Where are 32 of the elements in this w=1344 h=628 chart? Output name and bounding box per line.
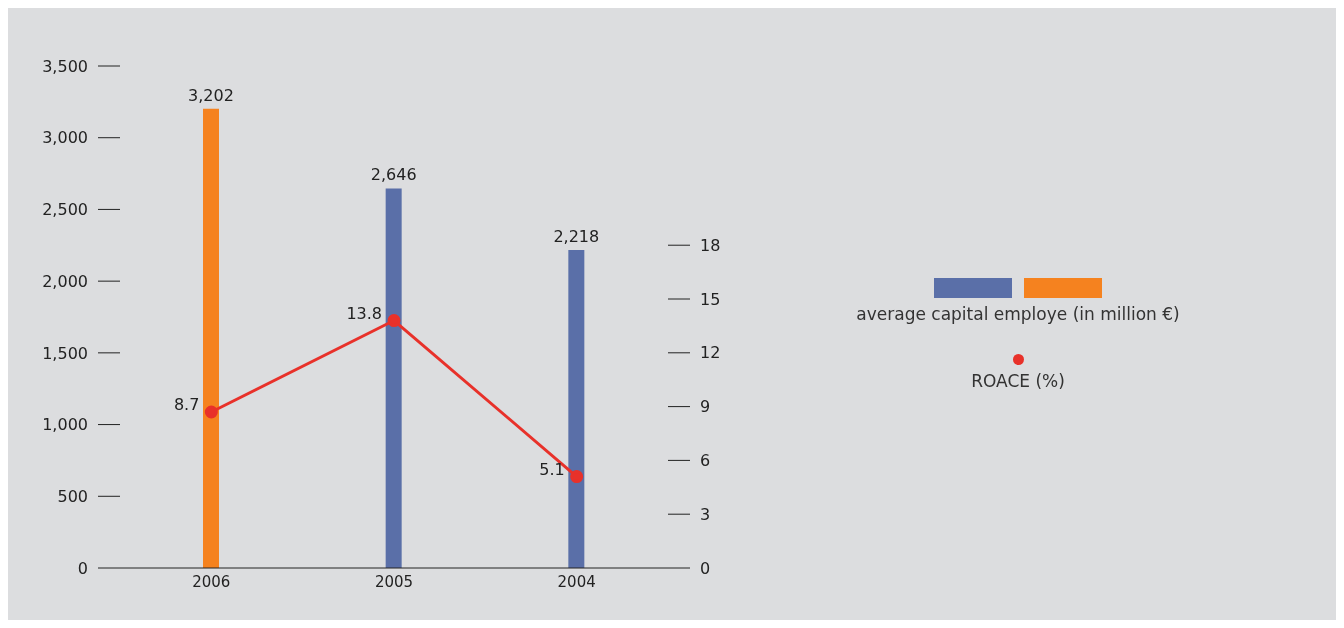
y2-tick-label: 0 <box>700 558 711 578</box>
y2-tick-label: 15 <box>700 289 721 309</box>
y-tick-label: 0 <box>77 558 88 578</box>
point <box>570 470 584 484</box>
data-label: 8.7 <box>173 394 200 414</box>
x-tick-label: 2006 <box>192 572 231 591</box>
y-tick-label: 2,500 <box>42 200 88 220</box>
y2-tick-label: 18 <box>700 235 721 255</box>
y-tick-label: 3,500 <box>42 56 88 76</box>
y2-tick-label: 12 <box>700 343 721 363</box>
point <box>204 405 218 419</box>
legend-label: average capital employe (in million €) <box>855 304 1181 324</box>
point <box>387 314 401 328</box>
y2-tick-label: 6 <box>700 451 711 471</box>
y-tick-label: 3,000 <box>42 128 88 148</box>
bar <box>568 249 585 568</box>
y2-tick-label: 3 <box>700 504 711 524</box>
y-tick-label: 1,000 <box>42 415 88 435</box>
data-label: 2,218 <box>553 226 600 246</box>
y-tick-label: 1,500 <box>42 343 88 363</box>
data-label: 13.8 <box>346 303 382 323</box>
legend-label: ROACE (%) <box>970 371 1066 391</box>
y-tick-label: 2,000 <box>42 271 88 291</box>
data-label: 5.1 <box>539 459 565 479</box>
bar <box>203 108 219 568</box>
x-tick-label: 2004 <box>557 572 596 591</box>
y-tick-label: 500 <box>57 486 88 506</box>
y2-tick-label: 9 <box>700 397 711 417</box>
data-label: 3,202 <box>188 85 234 105</box>
data-label: 2,646 <box>370 165 417 185</box>
x-tick-label: 2005 <box>374 572 414 591</box>
bar <box>385 188 402 568</box>
